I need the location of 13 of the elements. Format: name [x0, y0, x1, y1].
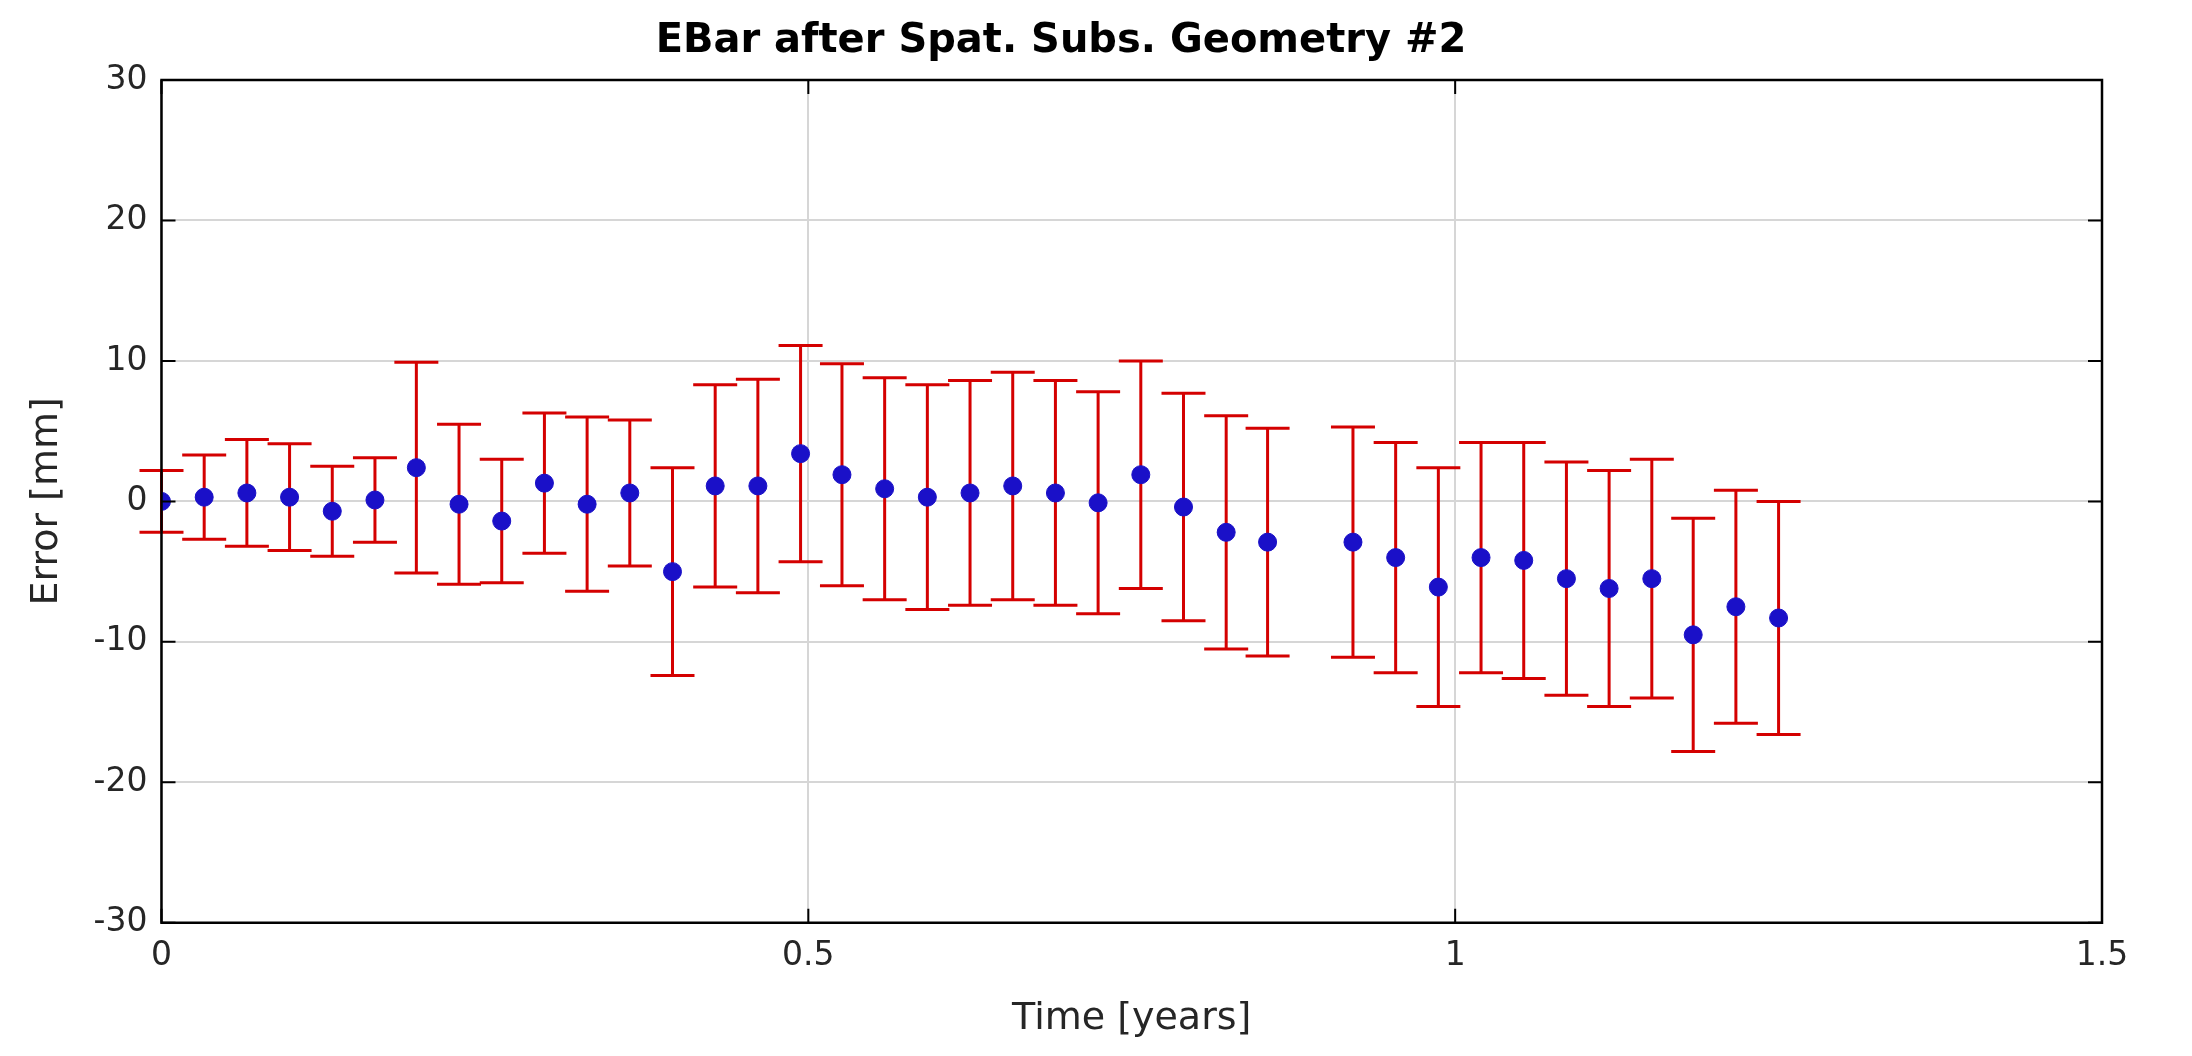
y-tick-label: 0: [126, 478, 148, 518]
x-axis-title: Time [years]: [1011, 994, 1252, 1039]
y-tick-label: 10: [105, 338, 148, 378]
chart-title: EBar after Spat. Subs. Geometry #2: [655, 15, 1467, 62]
y-axis-title: Error [mm]: [21, 397, 66, 606]
x-tick-label: 1.5: [2075, 934, 2129, 974]
y-tick-label: 30: [105, 57, 148, 97]
x-tick-label: 1: [1444, 934, 1466, 974]
y-tick-label: -10: [93, 619, 148, 659]
y-tick-label: -30: [93, 900, 148, 940]
x-tick-label: 0.5: [782, 934, 835, 974]
y-tick-label: -20: [93, 759, 148, 799]
y-tick-label: 20: [105, 198, 148, 238]
